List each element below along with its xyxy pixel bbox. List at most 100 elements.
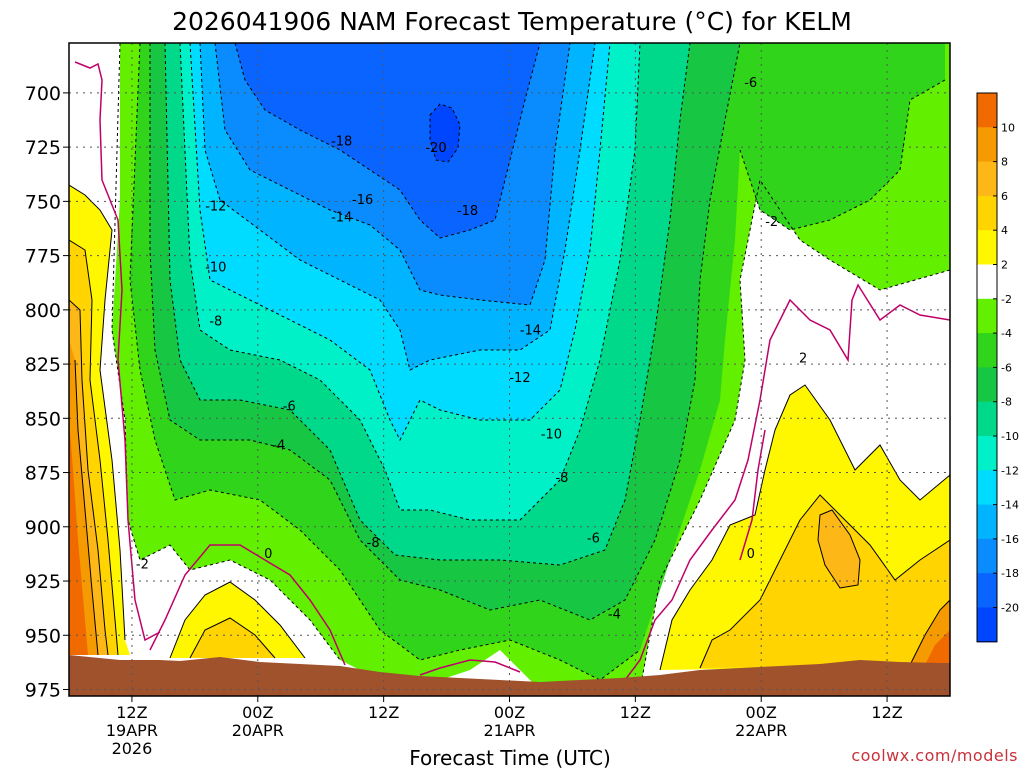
colorbar-swatch xyxy=(977,573,997,608)
contour-label: -2 xyxy=(136,558,149,573)
contour-labels: -20-4-6-8-10-12-14-16-18 -20-18-14-12-10-… xyxy=(136,76,807,623)
colorbar-swatch xyxy=(977,333,997,368)
contour-line-minus8 xyxy=(164,43,691,566)
colorbar-label: -18 xyxy=(1001,567,1019,580)
y-tick-label: 775 xyxy=(25,246,61,268)
contour-line-minus20 xyxy=(429,103,461,163)
contour-label: -12 xyxy=(509,371,530,386)
y-tick-label: 925 xyxy=(25,571,61,593)
contour-line-plus4-left xyxy=(69,239,119,656)
x-tick-label: 00Z xyxy=(494,703,525,722)
colorbar-label: -16 xyxy=(1001,533,1019,546)
temperature-fill-layers xyxy=(69,43,950,690)
contour-label: -6 xyxy=(283,399,296,414)
colorbar-label: -12 xyxy=(1001,464,1019,477)
colorbar: 10 8 6 4 2 -2 -4 -6 -8 -10 -12 -14 -16 -18 -20 xyxy=(976,92,1019,643)
contour-label: -14 xyxy=(331,211,352,226)
y-tick-label: 800 xyxy=(25,300,61,322)
contour-label: -6 xyxy=(744,76,757,91)
contour-label: -2 xyxy=(765,215,778,230)
y-tick-label: 700 xyxy=(25,83,61,105)
x-tick-label: 22APR xyxy=(735,721,787,740)
contour-label: -18 xyxy=(331,135,352,150)
plot-area: -20-4-6-8-10-12-14-16-18 -20-18-14-12-10-… xyxy=(69,43,950,696)
y-tick-label: 975 xyxy=(25,679,61,701)
freezing-line-left xyxy=(74,61,161,642)
colorbar-swatch xyxy=(977,93,997,128)
x-tick-label: 20APR xyxy=(232,721,284,740)
colorbar-swatch xyxy=(977,195,997,231)
x-tick-label: 21APR xyxy=(483,721,535,740)
x-tick-label: 00Z xyxy=(242,703,273,722)
colorbar-swatch xyxy=(977,161,997,197)
x-tick-label: 12Z xyxy=(871,703,902,722)
chart-title: 2026041906 NAM Forecast Temperature (°C)… xyxy=(172,7,852,36)
contour-line-plus4-right xyxy=(699,494,950,669)
contour-line-plus2-left xyxy=(69,184,126,641)
colorbar-label: -14 xyxy=(1001,499,1019,512)
fill-warm-right-plus10 xyxy=(925,630,950,665)
contour-label: -12 xyxy=(205,200,226,215)
contour-label: -8 xyxy=(367,536,380,551)
x-tick-label: 12Z xyxy=(620,703,651,722)
contour-label: -8 xyxy=(209,315,222,330)
colorbar-label: -4 xyxy=(1001,327,1012,340)
contour-label: 2 xyxy=(799,352,807,367)
contour-line-minus6 xyxy=(149,43,741,621)
colorbar-label: -8 xyxy=(1001,396,1012,409)
colorbar-swatch xyxy=(977,367,997,403)
y-tick-label: 950 xyxy=(25,625,61,647)
contour-line-minus4-right xyxy=(739,79,946,231)
terrain-ground xyxy=(69,655,950,696)
contour-line-minus12 xyxy=(189,43,611,442)
colorbar-label: 6 xyxy=(1001,190,1008,203)
contour-line-plus4-mid xyxy=(189,617,276,659)
fill-cold-region-minus18 xyxy=(235,43,540,238)
contour-label: -8 xyxy=(555,471,568,486)
contour-line-plus2-mid xyxy=(169,581,306,659)
contour-label: -14 xyxy=(520,323,541,338)
contour-line-minus2 xyxy=(111,43,341,661)
colorbar-swatch xyxy=(977,401,997,437)
colorbar-label: 4 xyxy=(1001,224,1008,237)
y-tick-label: 900 xyxy=(25,517,61,539)
colorbar-label: 10 xyxy=(1001,121,1015,134)
contour-line-plus8-left xyxy=(74,359,99,656)
contour-label: -18 xyxy=(457,204,478,219)
contour-label: -4 xyxy=(608,608,621,623)
colorbar-swatch xyxy=(977,230,997,265)
y-tick-label: 825 xyxy=(25,354,61,376)
fill-warm-pocket-20apr-inner xyxy=(190,618,275,658)
contour-label: -6 xyxy=(587,532,600,547)
x-tick-label: 12Z xyxy=(116,703,147,722)
dashed-contour-lines xyxy=(111,43,950,691)
colorbar-label: 2 xyxy=(1001,259,1008,272)
freezing-line-20apr xyxy=(149,544,346,666)
freezing-line-21apr xyxy=(419,659,521,676)
contour-label: -20 xyxy=(425,141,446,156)
contour-line-plus8-right xyxy=(909,599,950,666)
site-credit: coolwx.com/models xyxy=(851,746,1018,765)
colorbar-swatch xyxy=(977,607,997,643)
contour-label: -10 xyxy=(205,260,226,275)
freezing-line-right xyxy=(624,283,950,681)
x-tick-label: 19APR xyxy=(106,721,158,740)
contour-label: 0 xyxy=(747,547,755,562)
x-tick-label: 2026 xyxy=(112,739,153,758)
y-tick-label: 850 xyxy=(25,408,61,430)
y-axis: 700 725 750 775 800 825 850 875 900 925 950 975 xyxy=(25,83,69,701)
contour-line-plus2-right xyxy=(659,384,950,671)
colorbar-swatch xyxy=(977,538,997,574)
y-tick-label: 725 xyxy=(25,137,61,159)
y-tick-label: 875 xyxy=(25,463,61,485)
contour-label: -10 xyxy=(541,427,562,442)
solid-contour-lines xyxy=(69,184,950,671)
colorbar-swatch xyxy=(977,504,997,540)
colorbar-swatch xyxy=(977,127,997,163)
freezing-line-contours xyxy=(74,61,950,681)
contour-label: -16 xyxy=(352,193,373,208)
colorbar-swatch xyxy=(977,470,997,506)
colorbar-label: -20 xyxy=(1001,602,1019,615)
